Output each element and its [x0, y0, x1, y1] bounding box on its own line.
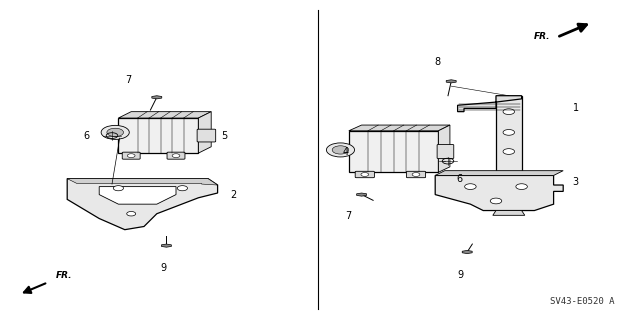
Polygon shape [356, 193, 367, 196]
Polygon shape [118, 118, 198, 153]
Polygon shape [161, 244, 172, 247]
Circle shape [127, 154, 135, 158]
FancyBboxPatch shape [355, 171, 374, 178]
Circle shape [503, 130, 515, 135]
Text: 5: 5 [221, 130, 227, 141]
FancyBboxPatch shape [437, 145, 454, 159]
Polygon shape [435, 175, 563, 211]
Polygon shape [462, 250, 472, 254]
Text: 7: 7 [125, 75, 131, 85]
Circle shape [172, 154, 180, 158]
Polygon shape [67, 179, 218, 185]
Text: 6: 6 [83, 130, 90, 141]
Polygon shape [152, 96, 162, 99]
Text: 3: 3 [573, 177, 579, 187]
Text: 2: 2 [230, 189, 237, 200]
Circle shape [465, 184, 476, 189]
Polygon shape [118, 112, 211, 118]
Text: 6: 6 [456, 174, 463, 184]
Text: 9: 9 [458, 270, 464, 279]
Circle shape [516, 184, 527, 189]
Text: 9: 9 [160, 263, 166, 273]
Polygon shape [435, 171, 563, 175]
FancyBboxPatch shape [167, 152, 185, 159]
FancyBboxPatch shape [122, 152, 140, 159]
Circle shape [503, 109, 515, 115]
Text: FR.: FR. [56, 271, 72, 280]
Text: 7: 7 [346, 211, 352, 220]
Text: 1: 1 [573, 103, 579, 114]
Polygon shape [99, 187, 176, 204]
Circle shape [326, 143, 355, 157]
Circle shape [503, 149, 515, 154]
Polygon shape [446, 80, 456, 83]
FancyBboxPatch shape [197, 129, 216, 142]
Circle shape [412, 173, 420, 176]
Circle shape [332, 146, 349, 154]
Text: FR.: FR. [534, 32, 550, 41]
Circle shape [361, 173, 369, 176]
FancyBboxPatch shape [406, 171, 426, 178]
Polygon shape [458, 96, 522, 112]
Polygon shape [198, 112, 211, 153]
Text: 8: 8 [434, 57, 440, 67]
Text: SV43-E0520 A: SV43-E0520 A [550, 297, 614, 306]
Polygon shape [67, 179, 218, 230]
Polygon shape [493, 211, 525, 215]
Text: 4: 4 [342, 146, 349, 157]
Polygon shape [349, 131, 438, 172]
Polygon shape [438, 125, 450, 172]
Polygon shape [496, 96, 522, 171]
Circle shape [107, 128, 124, 137]
Circle shape [127, 211, 136, 216]
Circle shape [177, 186, 188, 191]
Circle shape [113, 186, 124, 191]
Polygon shape [349, 125, 450, 131]
Circle shape [490, 198, 502, 204]
Circle shape [101, 125, 129, 139]
